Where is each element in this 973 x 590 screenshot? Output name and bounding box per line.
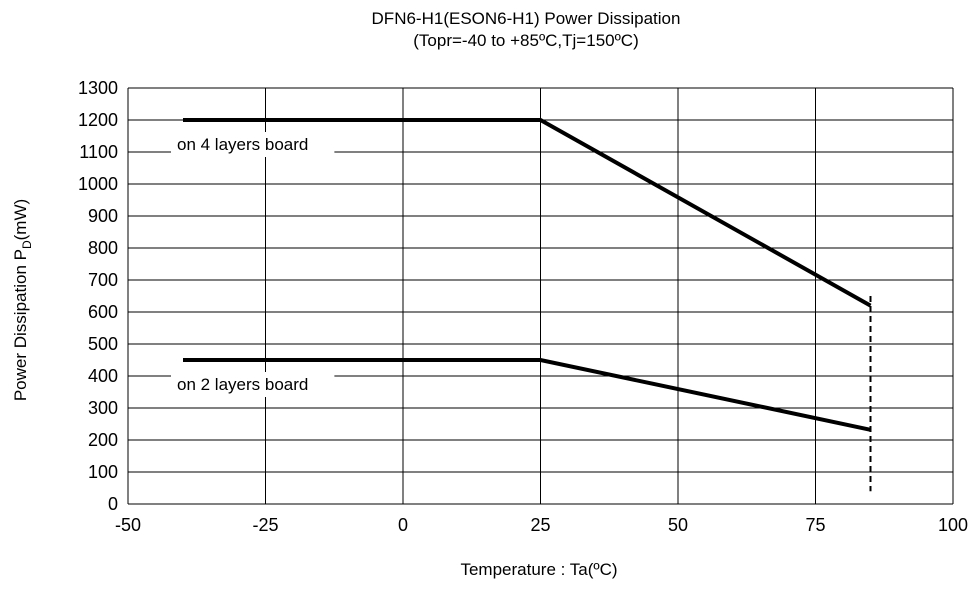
y-tick-label: 500 [88, 334, 118, 354]
chart-title: DFN6-H1(ESON6-H1) Power Dissipation [372, 9, 681, 28]
y-tick-label: 0 [108, 494, 118, 514]
annotation-layer: on 4 layers board on 2 layers board [171, 132, 335, 397]
y-tick-label: 300 [88, 398, 118, 418]
x-tick-label: -25 [252, 515, 278, 535]
y-tick-label: 400 [88, 366, 118, 386]
series-annotation-background [171, 372, 335, 397]
chart-subtitle: (Topr=-40 to +85ºC,Tj=150ºC) [413, 31, 639, 50]
x-tick-label: 100 [938, 515, 968, 535]
y-axis-label-subscript: D [20, 240, 34, 249]
series-annotation-1: on 4 layers board [177, 135, 308, 154]
y-axis-label-suffix: (mW) [11, 199, 30, 241]
series-annotation-background [171, 132, 335, 157]
series-line-2 [183, 358, 871, 432]
x-tick-label: 0 [398, 515, 408, 535]
series-line-1 [183, 118, 872, 308]
tick-labels: 0100200300400500600700800900100011001200… [78, 78, 968, 535]
series-layer [183, 118, 872, 432]
x-tick-label: 50 [668, 515, 688, 535]
y-tick-label: 200 [88, 430, 118, 450]
y-tick-label: 1100 [79, 142, 118, 162]
x-tick-label: 25 [530, 515, 550, 535]
y-tick-label: 900 [88, 206, 118, 226]
x-axis-label: Temperature : Ta(ºC) [460, 560, 617, 579]
series-annotation-2: on 2 layers board [177, 375, 308, 394]
x-tick-label: 75 [805, 515, 825, 535]
y-axis-label-main: Power Dissipation P [11, 249, 30, 401]
y-tick-label: 1200 [78, 110, 118, 130]
y-axis-label: Power Dissipation PD(mW) [11, 199, 34, 401]
y-tick-label: 1000 [78, 174, 118, 194]
y-tick-label: 100 [88, 462, 118, 482]
y-tick-label: 700 [88, 270, 118, 290]
y-tick-label: 1300 [78, 78, 118, 98]
x-tick-label: -50 [115, 515, 141, 535]
y-tick-label: 800 [88, 238, 118, 258]
y-tick-label: 600 [88, 302, 118, 322]
